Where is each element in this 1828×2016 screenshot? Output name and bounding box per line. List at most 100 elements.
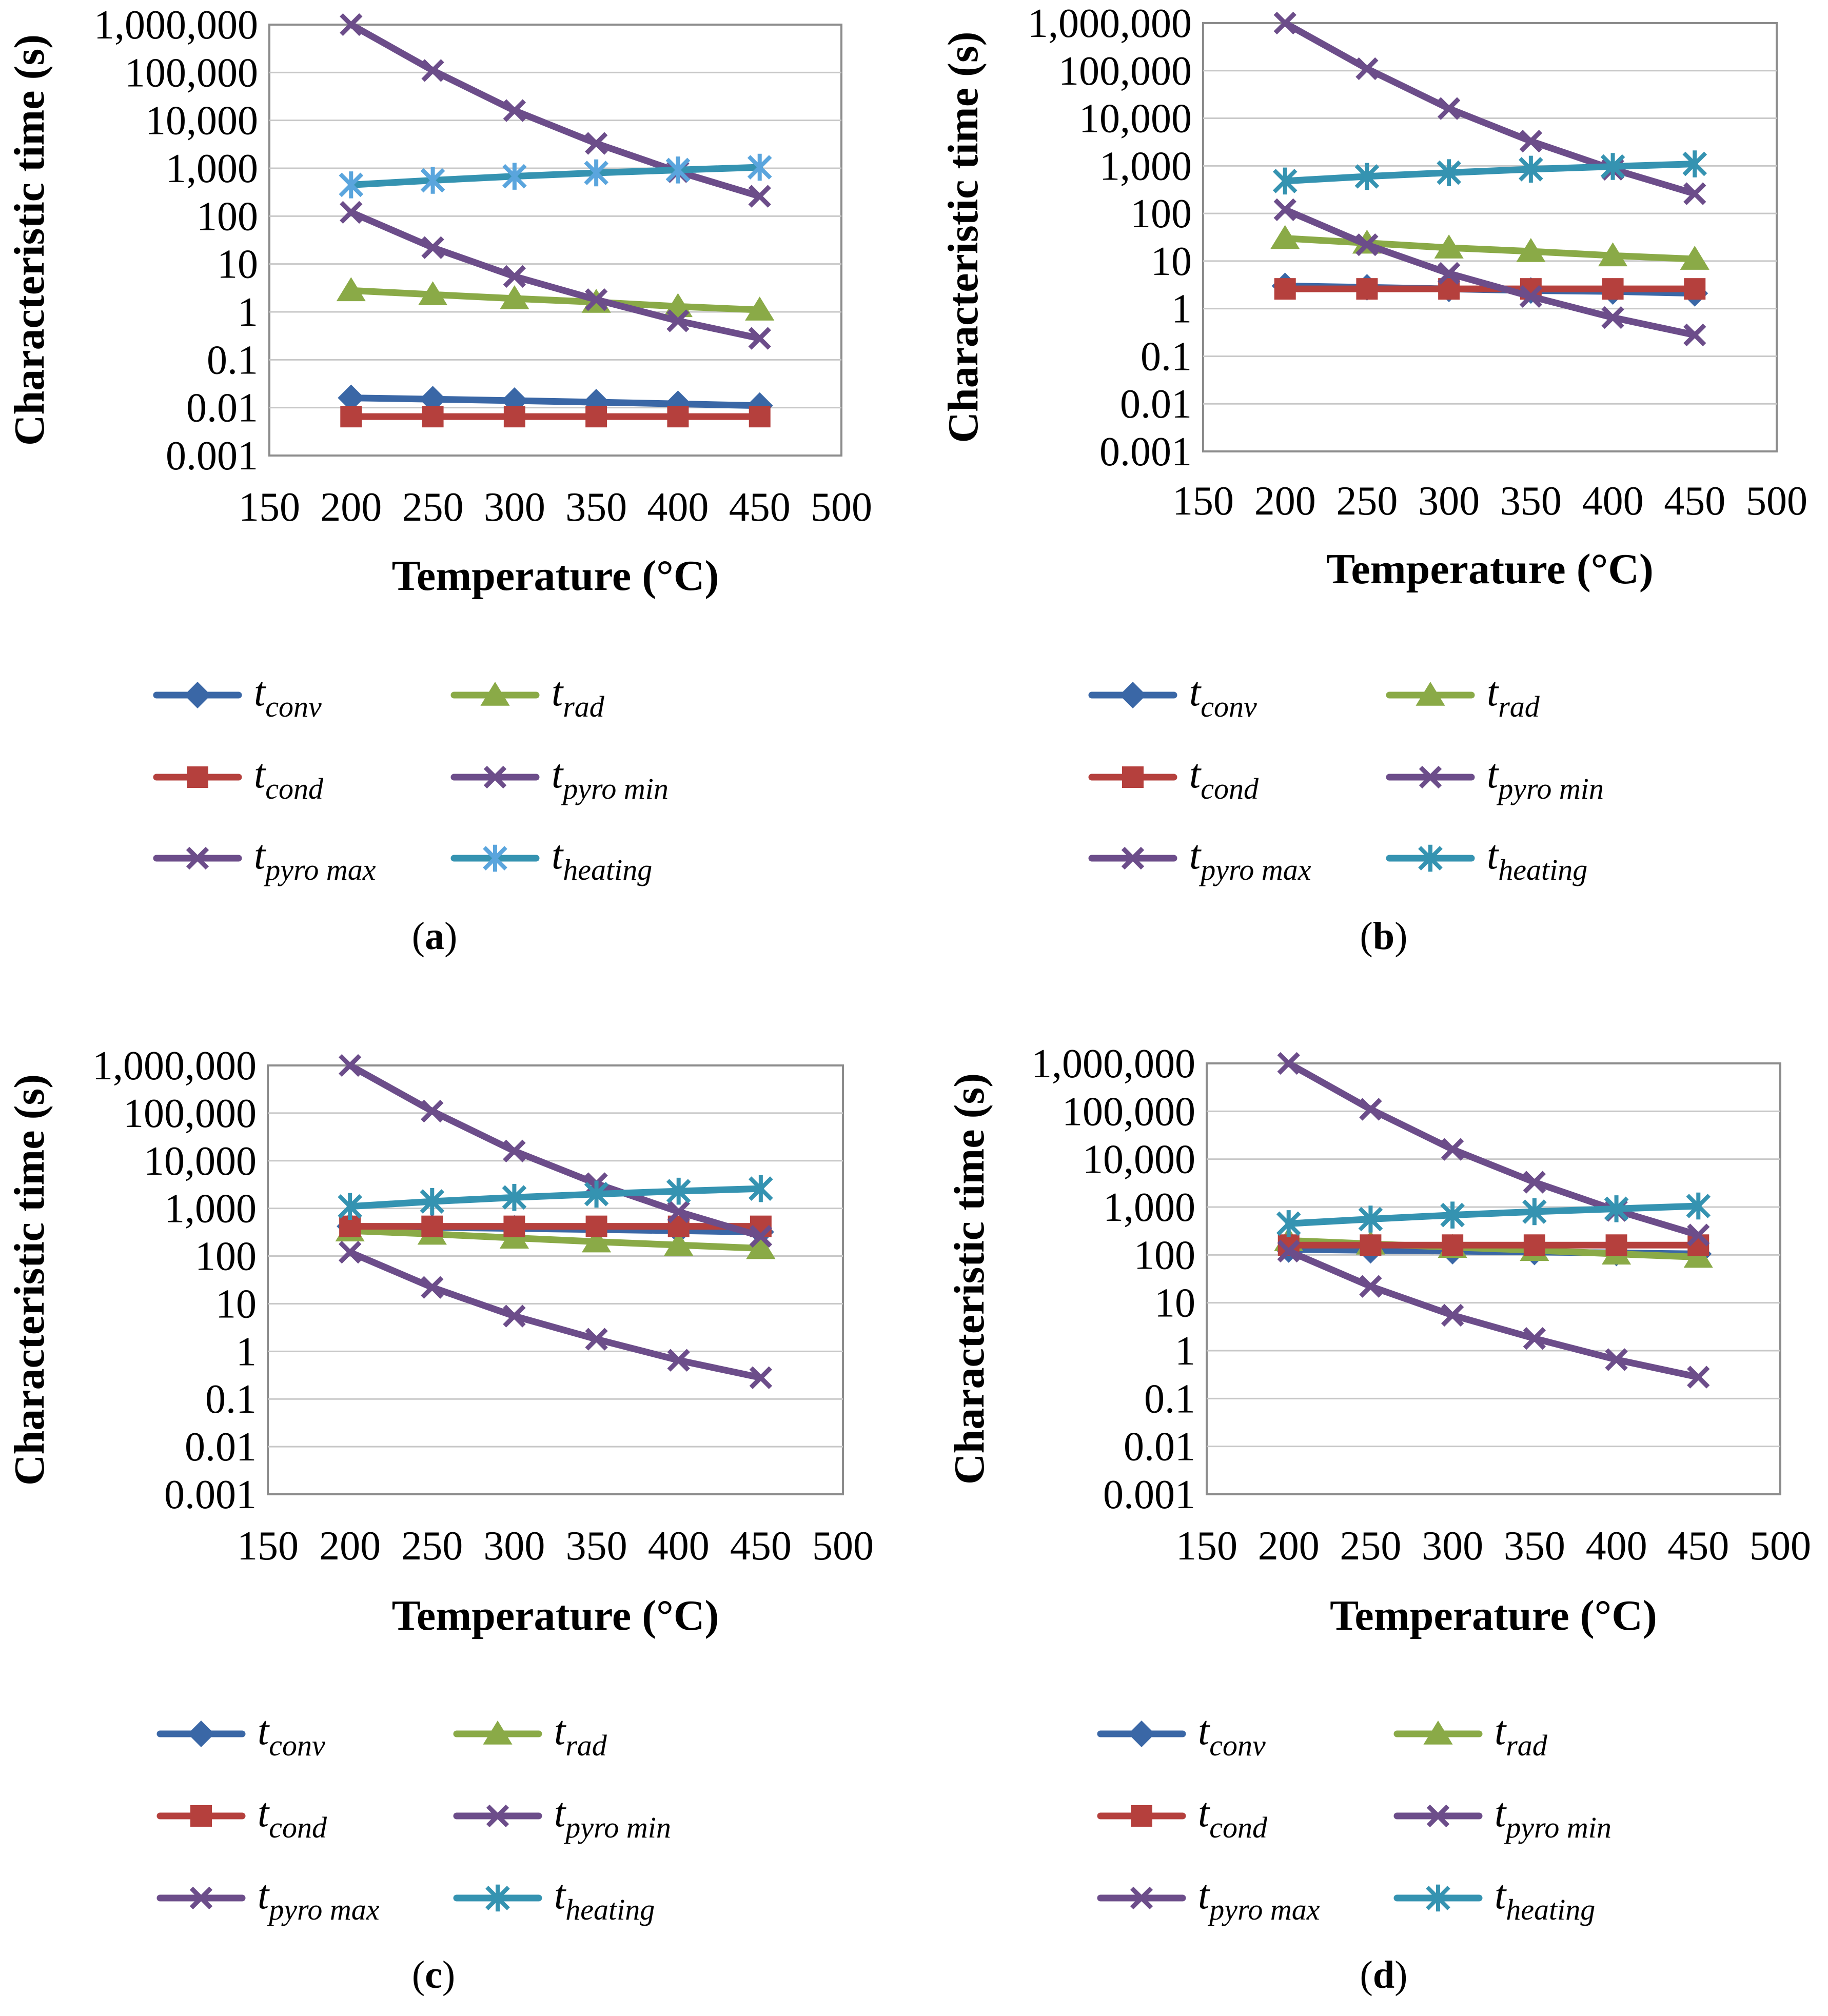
legend-label: tpyro max (258, 1872, 380, 1926)
data-point-t_pyro_max (1687, 1223, 1710, 1247)
data-point-t_pyro_min (1519, 285, 1543, 308)
data-point-t_cond (1442, 1234, 1464, 1256)
x-tick-label: 400 (1582, 479, 1644, 524)
series-t_heating (339, 153, 772, 199)
legend-marker (1419, 765, 1442, 789)
y-tick-label: 1,000,000 (92, 1043, 257, 1089)
data-point-t_pyro_min (1277, 1239, 1300, 1263)
data-point-t_pyro_max (748, 185, 771, 208)
data-point-t_pyro_min (421, 1276, 444, 1299)
x-tick-label: 150 (239, 485, 300, 530)
legend-label: trad (1495, 1708, 1548, 1762)
legend-marker (1122, 766, 1144, 788)
x-axis-title: Temperature (°C) (392, 552, 719, 600)
chart-panel-a: 0.0010.010.11101001,00010,000100,0001,00… (6, 3, 872, 958)
data-point-t_pyro_max (1355, 57, 1379, 81)
legend-item-t_heating: theating (1386, 833, 1587, 886)
data-point-t_heating (420, 167, 445, 194)
legend-item-t_pyro_max: tpyro max (156, 1872, 380, 1926)
data-point-t_conv (338, 384, 365, 411)
series-t_heating (338, 1175, 773, 1220)
data-point-t_pyro_min (748, 327, 771, 350)
series-line-t_heating (1285, 1202, 1702, 1227)
series-line-t_heating (347, 164, 763, 188)
data-point-t_pyro_min (421, 236, 444, 259)
legend-label: tconv (1189, 669, 1257, 723)
y-tick-label: 1,000 (1103, 1185, 1195, 1230)
data-point-t_cond (1274, 278, 1296, 300)
chart-panel-b: 0.0010.010.11101001,00010,000100,0001,00… (939, 1, 1807, 958)
x-tick-label: 200 (320, 485, 382, 530)
legend-item-t_pyro_max: tpyro max (1088, 833, 1311, 886)
y-axis-title: Characteristic time (s) (6, 34, 53, 446)
data-point-t_rad (664, 1232, 694, 1256)
y-tick-label: 0.01 (185, 1425, 257, 1470)
legend-label: tcond (254, 752, 324, 805)
data-point-t_pyro_min (1359, 1275, 1382, 1298)
data-point-t_heating (1600, 153, 1625, 180)
series-t_pyro_min (340, 201, 771, 350)
data-point-t_heating (1437, 159, 1461, 186)
data-point-t_rad (1434, 234, 1464, 259)
legend-marker (1119, 682, 1146, 708)
legend-marker (1423, 1721, 1453, 1745)
data-point-t_pyro_min (503, 265, 526, 288)
series-line-t_heating (346, 1185, 764, 1210)
legend-label: theating (1495, 1872, 1595, 1926)
data-point-t_pyro_min (1683, 323, 1706, 347)
x-tick-label: 500 (811, 485, 872, 530)
data-point-t_rad (336, 277, 366, 302)
data-point-t_pyro_min (584, 288, 608, 311)
legend-label: tconv (1198, 1708, 1266, 1762)
series-line-t_conv (347, 394, 763, 409)
data-point-t_heating (1682, 150, 1707, 177)
data-point-t_pyro_min (585, 1328, 608, 1351)
y-tick-label: 1,000 (166, 146, 258, 191)
legend-marker (483, 844, 507, 872)
data-point-t_pyro_max (1441, 1138, 1464, 1161)
legend-item-t_rad: trad (453, 1708, 607, 1762)
legend-label: theating (554, 1872, 655, 1926)
x-tick-label: 150 (237, 1524, 299, 1569)
y-tick-label: 10 (1151, 239, 1192, 284)
data-point-t_pyro_min (338, 1241, 362, 1264)
data-point-t_rad (1598, 242, 1628, 267)
x-tick-label: 400 (647, 485, 709, 530)
x-tick-label: 200 (1254, 479, 1316, 524)
data-point-t_pyro_max (421, 59, 444, 82)
legend-label: tpyro min (554, 1790, 671, 1844)
y-tick-label: 100 (195, 1234, 257, 1279)
y-tick-label: 0.001 (1099, 429, 1192, 475)
data-point-t_pyro_max (503, 99, 526, 122)
legend-marker (1418, 844, 1443, 872)
data-point-t_pyro_min (340, 201, 363, 224)
x-tick-label: 350 (565, 485, 627, 530)
x-tick-label: 350 (1504, 1524, 1565, 1569)
x-tick-label: 250 (402, 485, 464, 530)
x-tick-label: 500 (1746, 479, 1807, 524)
legend-item-t_rad: trad (1393, 1708, 1548, 1762)
legend-label: tpyro min (1487, 752, 1604, 805)
y-tick-label: 0.1 (1144, 1376, 1195, 1421)
series-t_cond (340, 406, 771, 428)
data-point-t_heating (1519, 155, 1543, 183)
y-tick-label: 0.1 (207, 338, 258, 383)
legend-item-t_conv: tconv (1088, 669, 1257, 723)
legend-item-t_heating: theating (1393, 1872, 1595, 1926)
x-tick-label: 350 (566, 1524, 627, 1569)
data-point-t_pyro_min (666, 309, 690, 332)
legend-item-t_rad: trad (450, 669, 605, 723)
data-point-t_heating (747, 153, 772, 181)
data-point-t_heating (1604, 1195, 1629, 1222)
data-point-t_heating (420, 1188, 445, 1215)
legend-item-t_rad: trad (1386, 669, 1540, 723)
legend-marker (1128, 1721, 1155, 1747)
legend-label: tpyro max (1198, 1872, 1320, 1926)
panel-label: (b) (1360, 915, 1408, 958)
data-point-t_pyro_max (340, 13, 363, 36)
data-point-t_heating (749, 1175, 773, 1202)
data-point-t_heating (1354, 163, 1380, 190)
legend-label: tpyro min (552, 752, 669, 805)
legend-label: tpyro min (1495, 1790, 1611, 1844)
